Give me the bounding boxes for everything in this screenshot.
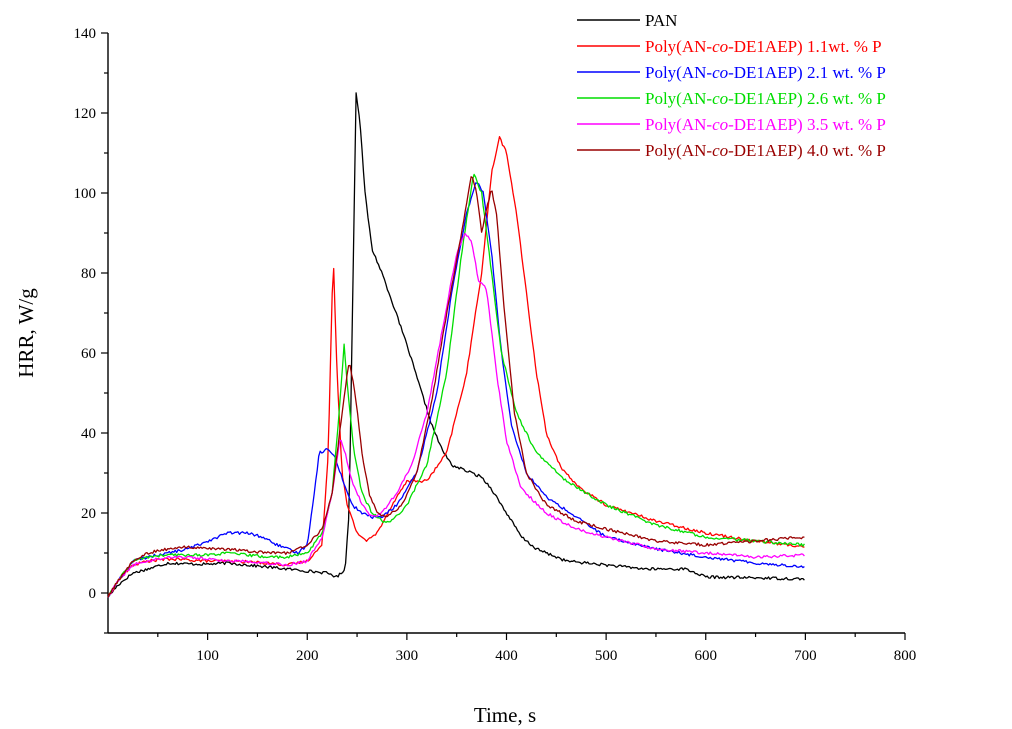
legend-label-2: Poly(AN-co-DE1AEP) 1.1wt. % P [645,37,882,56]
x-tick-label: 300 [396,648,419,664]
series-line-5 [107,232,805,598]
x-tick-label: 700 [794,648,817,664]
y-tick-label: 120 [74,106,97,122]
legend-label-part: -DE1AEP) 2.6 wt. % P [728,89,886,108]
legend-label-part: -DE1AEP) 2.1 wt. % P [728,63,886,82]
y-tick-label: 60 [81,346,96,362]
series-line-1 [107,92,805,598]
legend-label-part: Poly(AN- [645,141,712,160]
y-tick-label: 40 [81,426,96,442]
x-tick-label: 200 [296,648,319,664]
series-line-2 [107,135,805,598]
y-tick-label: 0 [89,586,97,602]
ticks: 100 200 300 400 500 600 700 800 0 20 40 60 80 100 120 1… [74,26,917,664]
legend-label-3: Poly(AN-co-DE1AEP) 2.1 wt. % P [645,63,886,82]
legend-label-part: co [712,115,728,134]
legend-label-part: co [712,89,728,108]
legend-label-6: Poly(AN-co-DE1AEP) 4.0 wt. % P [645,141,886,160]
legend-label-part: Poly(AN- [645,115,712,134]
x-tick-label: 400 [495,648,518,664]
legend-label-1: PAN [645,11,677,30]
legend-label-part: co [712,141,728,160]
y-tick-label: 20 [81,506,96,522]
legend-label-part: -DE1AEP) 3.5 wt. % P [728,115,886,134]
x-tick-label: 500 [595,648,618,664]
series-line-3 [107,182,805,598]
legend-label-5: Poly(AN-co-DE1AEP) 3.5 wt. % P [645,115,886,134]
x-axis-title: Time, s [474,703,536,727]
series-line-4 [107,173,805,598]
legend-label-part: -DE1AEP) 1.1wt. % P [728,37,881,56]
legend-label-4: Poly(AN-co-DE1AEP) 2.6 wt. % P [645,89,886,108]
legend-label-part: co [712,37,728,56]
x-tick-label: 800 [894,648,917,664]
y-tick-label: 100 [74,186,97,202]
series-lines [107,92,805,598]
x-tick-label: 600 [695,648,718,664]
legend-label-part: Poly(AN- [645,63,712,82]
legend-label-part: Poly(AN- [645,89,712,108]
y-tick-label: 80 [81,266,96,282]
legend-label-part: co [712,63,728,82]
y-tick-label: 140 [74,26,97,42]
legend-label-part: PAN [645,11,677,30]
y-axis-title: HRR, W/g [14,288,38,378]
x-tick-label: 100 [196,648,219,664]
legend-label-part: Poly(AN- [645,37,712,56]
legend-label-part: -DE1AEP) 4.0 wt. % P [728,141,886,160]
series-line-6 [107,176,805,598]
